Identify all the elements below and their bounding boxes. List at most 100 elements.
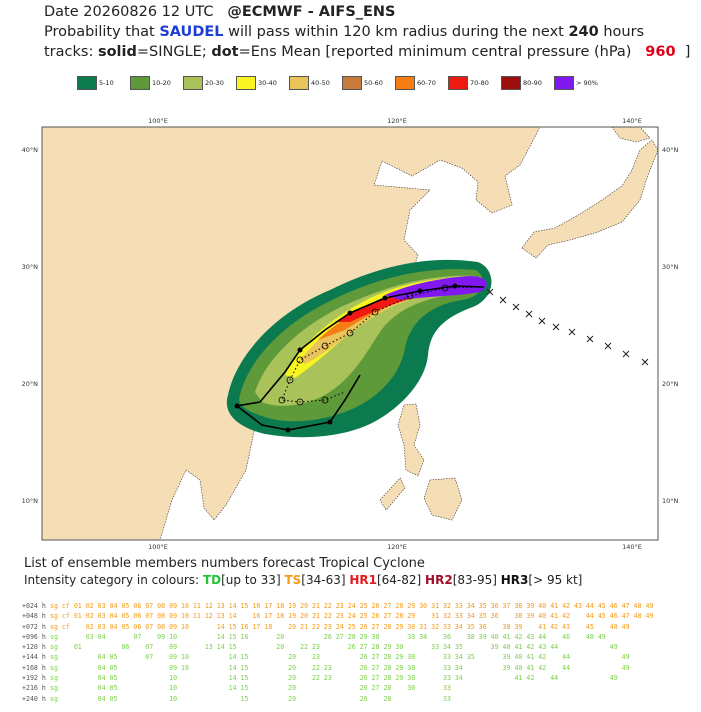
intensity-cat: HR2 xyxy=(425,573,453,587)
legend-swatch xyxy=(501,76,521,90)
header-text: 960 xyxy=(645,44,676,60)
lat-label: 40°N xyxy=(22,146,39,154)
legend-item: 5-10 xyxy=(77,76,114,90)
header-text: 240 xyxy=(568,24,599,40)
header-text: =Ens Mean [reported minimum central pres… xyxy=(238,44,632,60)
table-row: +144 h sg 04 05 07 09 10 14 15 20 23 26 2… xyxy=(22,652,682,662)
single-track xyxy=(259,285,485,403)
row-members: sg 04 05 09 10 14 15 20 22 23 26 27 28 2… xyxy=(50,663,630,672)
legend-label: 50-60 xyxy=(364,79,383,87)
single-track-points xyxy=(234,283,458,433)
mean-track-points xyxy=(278,284,449,406)
legend-label: 70-80 xyxy=(470,79,489,87)
legend-label: 30-40 xyxy=(258,79,277,87)
track-cross xyxy=(525,310,533,318)
track-cross xyxy=(604,342,612,350)
lat-label: 40°N xyxy=(662,146,679,154)
lat-label: 30°N xyxy=(22,263,39,271)
table-row: +240 h sg 04 05 10 15 20 26 28 33 xyxy=(22,694,682,704)
intensity-cat: HR1 xyxy=(349,573,377,587)
legend-item: 80-90 xyxy=(501,76,542,90)
header-line-1: Date 20260826 12 UTC @ECMWF - AIFS_ENS xyxy=(44,4,396,20)
intensity-text: [83-95] xyxy=(452,573,497,587)
row-members: sg 04 05 10 15 20 26 28 33 xyxy=(50,694,634,703)
row-label: +096 h xyxy=(22,632,46,641)
track-cross xyxy=(568,328,576,336)
header-text: ] xyxy=(684,44,691,60)
intensity-text: [34-63] xyxy=(301,573,346,587)
list-title: List of ensemble members numbers forecas… xyxy=(24,556,425,571)
table-row: +216 h sg 04 05 10 14 15 20 26 27 28 30 3… xyxy=(22,683,682,693)
axis-labels: 100°E 120°E 140°E 100°E 120°E 140°E 10°N… xyxy=(22,117,679,550)
legend-item: 30-40 xyxy=(236,76,277,90)
member-table: +024 h sg cf 01 02 03 04 05 06 07 08 09 1… xyxy=(22,601,682,704)
legend-item: 20-30 xyxy=(183,76,224,90)
lat-label: 20°N xyxy=(662,380,679,388)
table-row: +192 h sg 04 05 10 14 15 20 22 23 26 27 2… xyxy=(22,673,682,683)
table-row: +024 h sg cf 01 02 03 04 05 06 07 08 09 1… xyxy=(22,601,682,611)
row-label: +072 h xyxy=(22,622,46,631)
legend-swatch xyxy=(183,76,203,90)
lat-label: 10°N xyxy=(662,497,679,505)
header-text: dot xyxy=(211,44,239,60)
japan xyxy=(521,139,659,259)
legend: 5-10 10-20 20-30 30-40 40-50 50-60 60-70 70-80 8… xyxy=(77,76,677,96)
mean-track xyxy=(281,286,485,403)
lat-label: 20°N xyxy=(22,380,39,388)
track-cross xyxy=(586,335,594,343)
legend-swatch xyxy=(554,76,574,90)
legend-item: 40-50 xyxy=(289,76,330,90)
row-label: +048 h xyxy=(22,612,46,621)
row-members: sg 03 04 07 09 10 14 15 16 20 26 27 28 2… xyxy=(50,632,606,641)
lon-label: 120°E xyxy=(387,117,407,125)
prob-20-30 xyxy=(255,275,479,406)
legend-label: 10-20 xyxy=(152,79,171,87)
intensity-line: Intensity category in colours: TD[up to … xyxy=(24,573,582,587)
row-label: +216 h xyxy=(22,684,46,693)
track-cross xyxy=(499,296,507,304)
row-members: sg cf 01 02 03 04 05 06 07 08 09 10 11 1… xyxy=(50,602,654,610)
legend-swatch xyxy=(77,76,97,90)
hokkaido xyxy=(611,126,651,143)
lat-label: 30°N xyxy=(662,263,679,271)
row-label: +120 h xyxy=(22,643,46,652)
header-text: hours xyxy=(603,24,645,40)
legend-item: > 90% xyxy=(554,76,598,90)
luzon xyxy=(397,403,425,477)
intensity-text: [up to 33] xyxy=(221,573,281,587)
row-members: sg cf 02 03 04 05 06 07 08 09 10 14 15 1… xyxy=(50,622,630,631)
storm-name: SAUDEL xyxy=(159,24,224,40)
row-label: +192 h xyxy=(22,674,46,683)
legend-swatch xyxy=(395,76,415,90)
lat-label: 10°N xyxy=(22,497,39,505)
header-text: =SINGLE; xyxy=(136,44,207,60)
track-cross xyxy=(622,350,630,358)
map: 100°E 120°E 140°E 100°E 120°E 140°E 10°N… xyxy=(22,117,679,550)
legend-label: 40-50 xyxy=(311,79,330,87)
header-line-3: tracks: solid=SINGLE; dot=Ens Mean [repo… xyxy=(44,44,690,60)
row-members: sg 04 05 10 14 15 20 26 27 28 30 33 xyxy=(50,684,634,693)
intensity-cat: HR3 xyxy=(500,573,529,587)
prob-70-80 xyxy=(335,282,485,322)
lon-label: 100°E xyxy=(148,543,168,550)
legend-item: 70-80 xyxy=(448,76,489,90)
row-label: +144 h xyxy=(22,653,46,662)
track-cross xyxy=(538,317,546,325)
lon-label: 100°E xyxy=(148,117,168,125)
header-text: solid xyxy=(97,44,137,60)
track-cross xyxy=(486,288,494,296)
header-text: Date 20260826 12 UTC xyxy=(44,4,214,20)
intensity-cat: TS xyxy=(284,573,302,587)
track-cross xyxy=(512,303,520,311)
legend-swatch xyxy=(342,76,362,90)
lon-label: 140°E xyxy=(622,117,642,125)
legend-label: 80-90 xyxy=(523,79,542,87)
palawan xyxy=(379,477,406,511)
map-frame xyxy=(41,126,659,541)
table-row: +168 h sg 04 05 09 10 14 15 20 22 23 26 2… xyxy=(22,663,682,673)
intensity-text: Intensity category in colours: xyxy=(24,573,200,587)
legend-swatch xyxy=(448,76,468,90)
header-line-2: Probability that SAUDEL will pass within… xyxy=(44,24,644,40)
legend-label: 5-10 xyxy=(99,79,114,87)
legend-swatch xyxy=(289,76,309,90)
